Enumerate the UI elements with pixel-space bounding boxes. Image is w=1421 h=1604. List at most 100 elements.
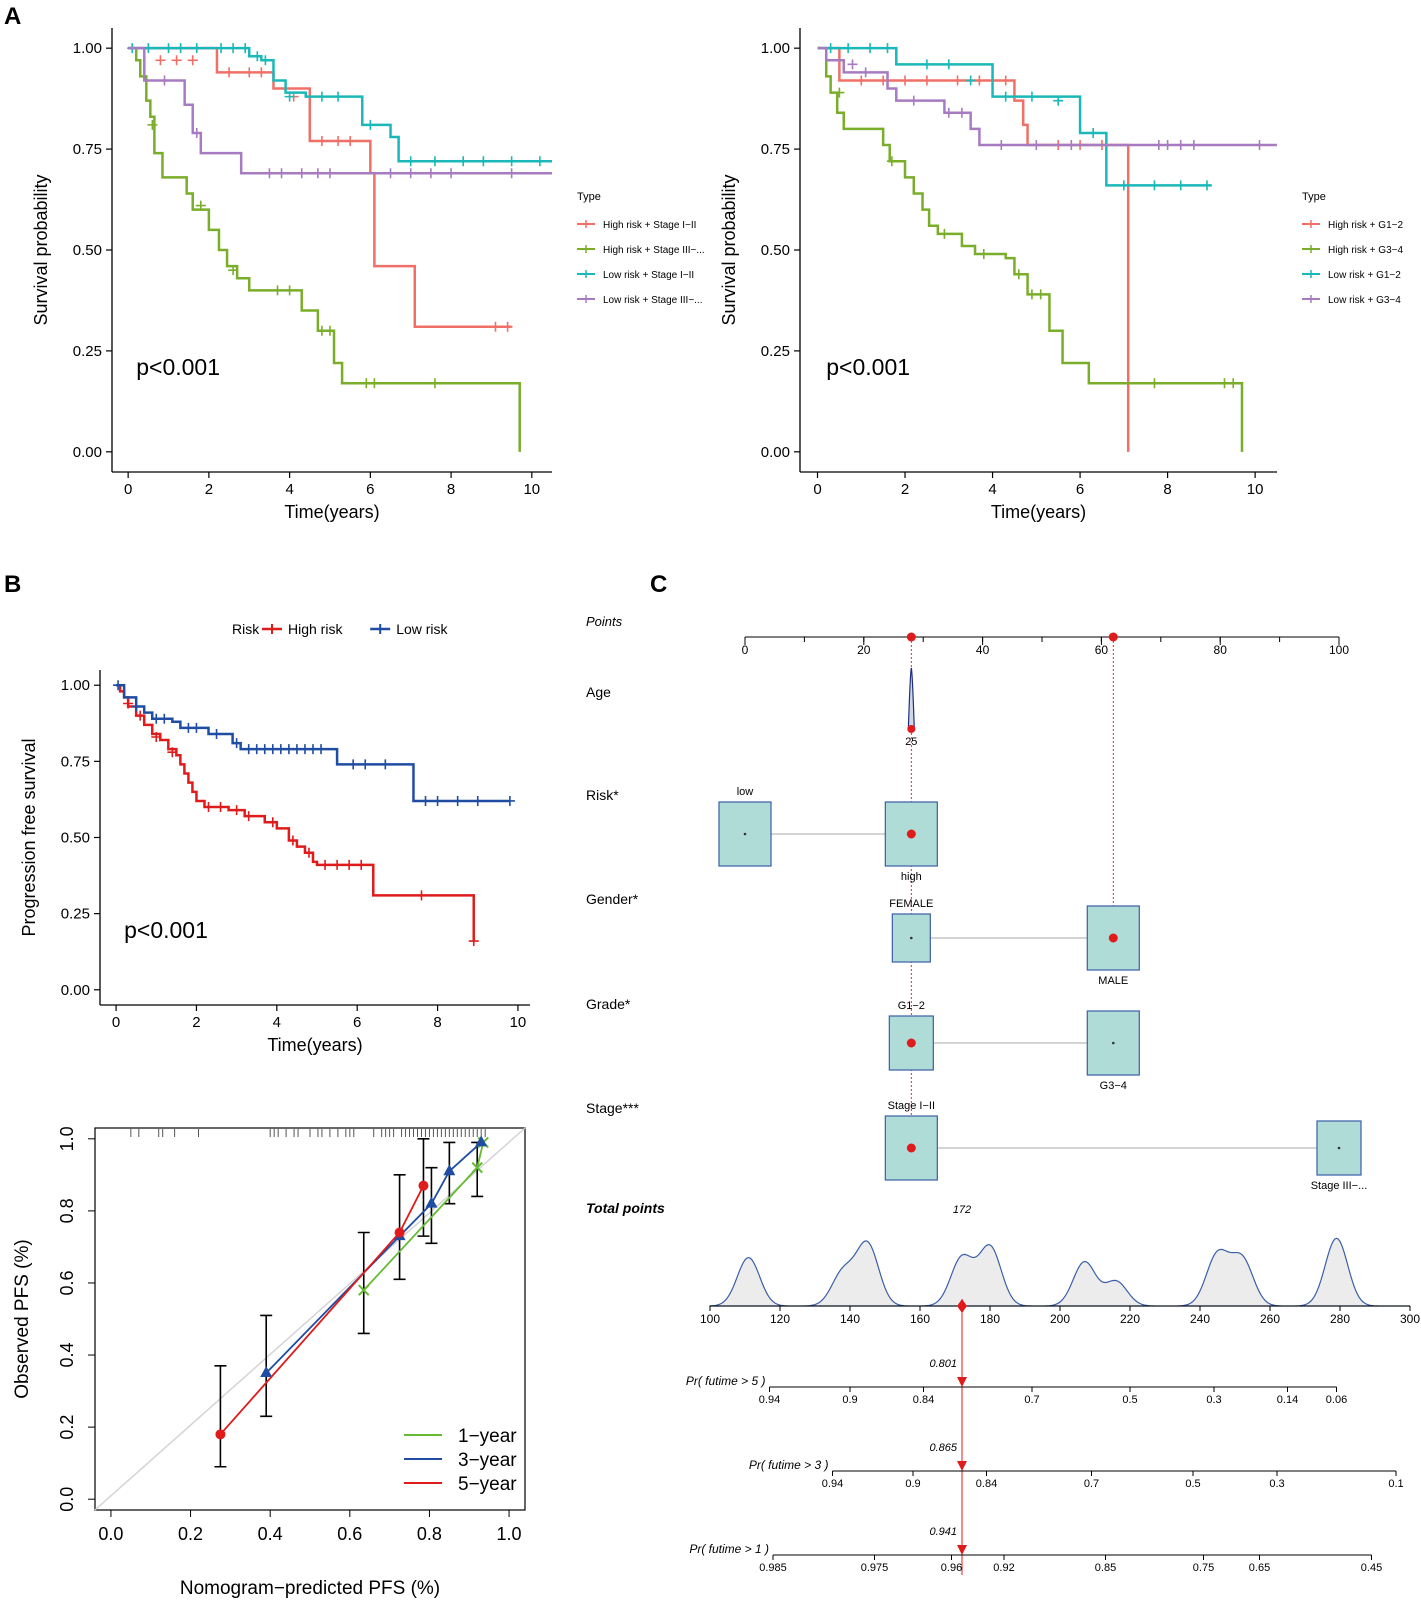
censor-mark [272, 285, 283, 296]
probability-tick-label: 0.975 [861, 1562, 889, 1574]
level-marker [910, 936, 913, 940]
total-points-tick-label: 200 [1050, 1312, 1070, 1326]
level-box [718, 801, 772, 867]
km-curve-low-risk-stage-iii- [128, 46, 552, 175]
variable-label: Risk* [586, 787, 619, 803]
x-tick-label: 4 [285, 481, 293, 498]
nomogram-chart: Points 0 20 40 60 80 100 Age 25 Risk* low high Gende… [586, 614, 1420, 1575]
y-tick-label: 0.8 [57, 1198, 77, 1223]
probability-value: 0.801 [929, 1358, 957, 1370]
x-axis-title: Nomogram−predicted PFS (%) [180, 1578, 440, 1599]
level-label: low [737, 786, 754, 798]
censor-mark [1149, 180, 1160, 191]
censor-mark [956, 107, 967, 118]
censor-mark [420, 795, 431, 806]
total-points-tick-label: 120 [770, 1312, 790, 1326]
x-tick-label: 10 [510, 1014, 527, 1031]
censor-mark [316, 744, 327, 755]
x-tick-label: 6 [353, 1014, 361, 1031]
censor-mark [943, 107, 954, 118]
y-tick-label: 0.00 [761, 444, 790, 461]
censor-mark [348, 759, 359, 770]
probability-tick-label: 0.3 [1269, 1478, 1284, 1490]
level-marker [1111, 1041, 1115, 1045]
calibration-point [215, 1429, 226, 1440]
legend-title: Type [577, 191, 601, 203]
calibration-point [471, 1161, 483, 1174]
level-label: Stage III−... [1311, 1180, 1368, 1192]
censor-mark [429, 156, 440, 167]
calibration-point [443, 1164, 456, 1176]
censor-mark [506, 156, 517, 167]
level-marker [743, 832, 747, 836]
censor-mark [996, 140, 1007, 151]
x-tick-label: 1.0 [497, 1524, 522, 1544]
probability-tick-label: 0.45 [1361, 1562, 1382, 1574]
censor-mark [834, 87, 845, 98]
x-tick-label: 4 [988, 481, 996, 498]
censor-mark [284, 91, 295, 102]
censor-mark [865, 43, 876, 54]
censor-mark [256, 67, 267, 78]
y-tick-label: 1.00 [61, 677, 90, 694]
x-tick-label: 10 [1247, 481, 1264, 498]
censor-mark [429, 378, 440, 389]
censor-mark [943, 59, 954, 70]
censor-mark [1035, 289, 1046, 300]
age-density [907, 667, 915, 731]
censor-mark [244, 67, 255, 78]
censor-mark [191, 722, 202, 733]
censor-mark [1153, 140, 1164, 151]
censor-mark [1000, 91, 1011, 102]
censor-mark [1228, 378, 1239, 389]
probability-marker [957, 1545, 967, 1555]
km-curve-low-risk-g1-2 [817, 46, 1212, 187]
legend-title: Risk [232, 621, 260, 637]
censor-mark [228, 43, 239, 54]
censor-mark [131, 701, 142, 712]
y-tick-label: 0.75 [761, 141, 790, 158]
censor-mark [468, 936, 479, 947]
censor-mark [1053, 95, 1064, 106]
censor-mark [345, 136, 356, 147]
legend-item: 3−year [458, 1450, 517, 1471]
censor-mark [296, 168, 307, 179]
x-tick-label: 0.2 [178, 1524, 203, 1544]
probability-tick-label: 0.94 [822, 1478, 843, 1490]
variable-label: Grade* [586, 996, 631, 1012]
censor-mark [490, 321, 501, 332]
probability-tick-label: 0.7 [1024, 1394, 1039, 1406]
x-axis-title: Time(years) [284, 502, 379, 522]
censor-mark [332, 859, 343, 870]
censor-mark [380, 759, 391, 770]
censor-mark [316, 91, 327, 102]
calibration-point [418, 1180, 429, 1191]
probability-axis-label: Pr( futime > 1 ) [689, 1542, 769, 1556]
legend-item: High risk + Stage I−II [603, 220, 696, 231]
probability-tick-label: 0.75 [1193, 1562, 1214, 1574]
error-bar [214, 1365, 227, 1468]
x-tick-label: 0 [813, 481, 821, 498]
censor-mark [175, 43, 186, 54]
probability-tick-label: 0.14 [1277, 1394, 1298, 1406]
level-label: G1−2 [898, 1000, 925, 1012]
level-marker [1337, 1146, 1341, 1150]
censor-mark [385, 168, 396, 179]
probability-tick-label: 0.9 [842, 1394, 857, 1406]
variable-label: Stage*** [586, 1100, 639, 1116]
censor-mark [324, 325, 335, 336]
y-tick-label: 0.25 [761, 343, 790, 360]
calibration-line-3 [219, 1185, 425, 1435]
censor-mark [452, 795, 463, 806]
censor-mark [167, 747, 178, 758]
censor-mark [921, 75, 932, 86]
censor-mark [1175, 140, 1186, 151]
calibration-point [475, 1135, 488, 1147]
y-tick-label: 1.0 [57, 1126, 77, 1151]
probability-marker [957, 1377, 967, 1387]
km-curve-high-risk-g1-2 [817, 46, 1130, 452]
km-curve-high-risk-g3-4 [817, 46, 1244, 452]
x-tick-label: 6 [366, 481, 374, 498]
censor-mark [416, 890, 427, 901]
